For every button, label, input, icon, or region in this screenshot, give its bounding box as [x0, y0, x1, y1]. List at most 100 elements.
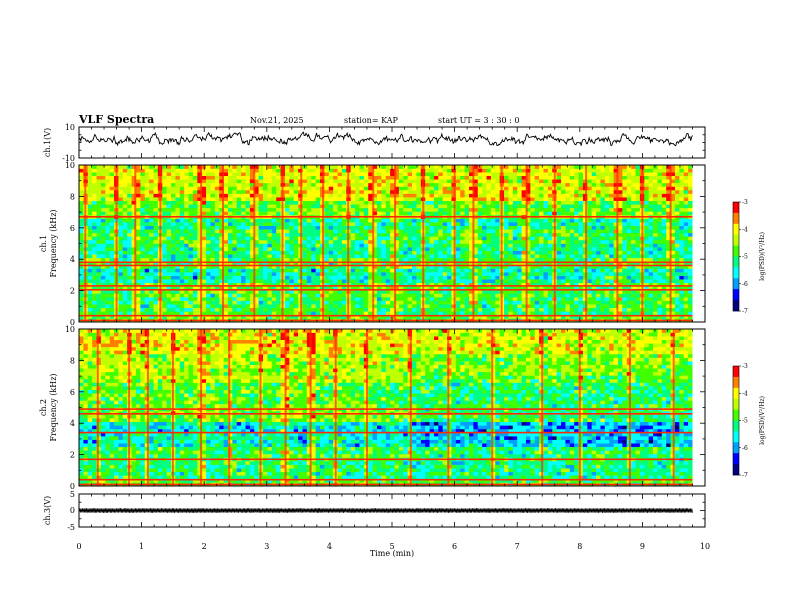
spec1-cell — [473, 179, 479, 184]
spec1-cell — [236, 229, 242, 234]
spec1-cell — [179, 272, 185, 276]
spec1-cell — [381, 279, 387, 284]
spec1-cell — [508, 286, 514, 291]
spec1-cell — [398, 211, 404, 216]
spec1-cell — [100, 311, 106, 316]
spec1-cell — [438, 193, 443, 198]
spec1-cell — [210, 189, 216, 194]
spec1-cell — [118, 293, 124, 298]
spec1-cell — [179, 182, 185, 187]
spec1-cell — [197, 222, 202, 226]
spec1-cell — [328, 300, 334, 305]
spec1-cell — [473, 211, 479, 216]
spec1-cell — [477, 186, 483, 191]
spec1-cell — [416, 243, 422, 248]
spec1-cell — [201, 272, 207, 276]
spec1-cell — [543, 272, 549, 276]
spec1-cell — [333, 200, 338, 205]
spec1-cell — [127, 218, 132, 223]
spec1-cell — [469, 289, 474, 294]
spec1-cell — [206, 250, 211, 255]
spec1-cell — [162, 172, 167, 177]
spec1-cell — [525, 186, 531, 191]
spec1-cell — [473, 193, 479, 198]
spec1-cell — [328, 193, 334, 198]
spec1-cell — [381, 293, 387, 298]
spec1-cell — [214, 179, 220, 184]
spec1-cell — [504, 186, 509, 191]
spec1-cell — [473, 300, 479, 305]
spec1-cell — [219, 175, 224, 180]
spec1-cell — [214, 300, 220, 305]
spec1-cell — [192, 289, 198, 294]
spec1-cell — [355, 197, 360, 201]
spec1-cell — [508, 211, 514, 216]
spec1-cell — [87, 225, 93, 230]
spec1-cell — [92, 264, 97, 269]
spec1-cell — [249, 300, 255, 305]
spec1-cell — [534, 232, 540, 237]
spec1-cell — [92, 247, 97, 251]
spec1-cell — [140, 250, 146, 255]
spec1-cell — [236, 179, 242, 184]
spec1-cell — [460, 175, 465, 180]
spec1-cell — [394, 272, 400, 276]
spec1-cell — [381, 197, 387, 201]
spec1-cell — [162, 257, 167, 262]
spec1-cell — [543, 179, 549, 184]
spec1-cell — [390, 254, 395, 259]
spec1-cell — [210, 229, 216, 234]
spec1-cell — [372, 239, 378, 244]
spec1-cell — [96, 186, 102, 191]
spec1-cell — [249, 250, 255, 255]
spec1-cell — [201, 247, 207, 251]
spec1-cell — [271, 186, 277, 191]
spec1-cell — [495, 222, 500, 226]
spec1-cell — [149, 264, 154, 269]
spec1-cell — [254, 172, 259, 177]
spec1-cell — [162, 186, 167, 191]
spec1-cell — [289, 289, 295, 294]
spec1-cell — [521, 165, 527, 169]
spec1-cell — [206, 232, 211, 237]
spec1-cell — [495, 304, 500, 309]
spec1-cell — [385, 307, 391, 312]
spec1-cell — [539, 175, 544, 180]
spec1-cell — [188, 272, 194, 276]
spec1-cell — [166, 275, 172, 280]
spec1-cell — [289, 175, 295, 180]
spec1-cell — [284, 175, 290, 180]
spec1-cell — [105, 247, 110, 251]
spec1-cell — [547, 200, 553, 205]
spec1-cell — [385, 197, 391, 201]
spec1-cell — [539, 232, 544, 237]
spec1-cell — [368, 207, 373, 212]
spec1-cell — [149, 293, 154, 298]
spec1-cell — [135, 254, 141, 259]
spec1-cell — [355, 286, 360, 291]
spec1-cell — [206, 168, 211, 173]
spec1-cell — [333, 272, 338, 276]
spec1-cell — [284, 247, 290, 251]
spec1-cell — [543, 275, 549, 280]
spec1-cell — [368, 189, 373, 194]
spec1-cell — [210, 218, 216, 223]
spec1-cell — [118, 179, 124, 184]
spec1-cell — [464, 297, 470, 301]
spec1-cell — [469, 200, 474, 205]
spec1-cell — [412, 307, 417, 312]
spec1-cell — [477, 279, 483, 284]
spec1-cell — [232, 250, 238, 255]
spec1-cell — [302, 197, 308, 201]
spec1-cell — [333, 189, 338, 194]
spec1-cell — [341, 311, 347, 316]
spec1-cell — [236, 311, 242, 316]
spec1-cell — [543, 261, 549, 266]
spec1-cell — [508, 232, 514, 237]
spec1-cell — [477, 232, 483, 237]
spec1-cell — [337, 307, 343, 312]
spec1-cell — [512, 272, 518, 276]
spec1-cell — [438, 236, 443, 241]
spec1-cell — [403, 168, 408, 173]
spec1-cell — [350, 307, 356, 312]
